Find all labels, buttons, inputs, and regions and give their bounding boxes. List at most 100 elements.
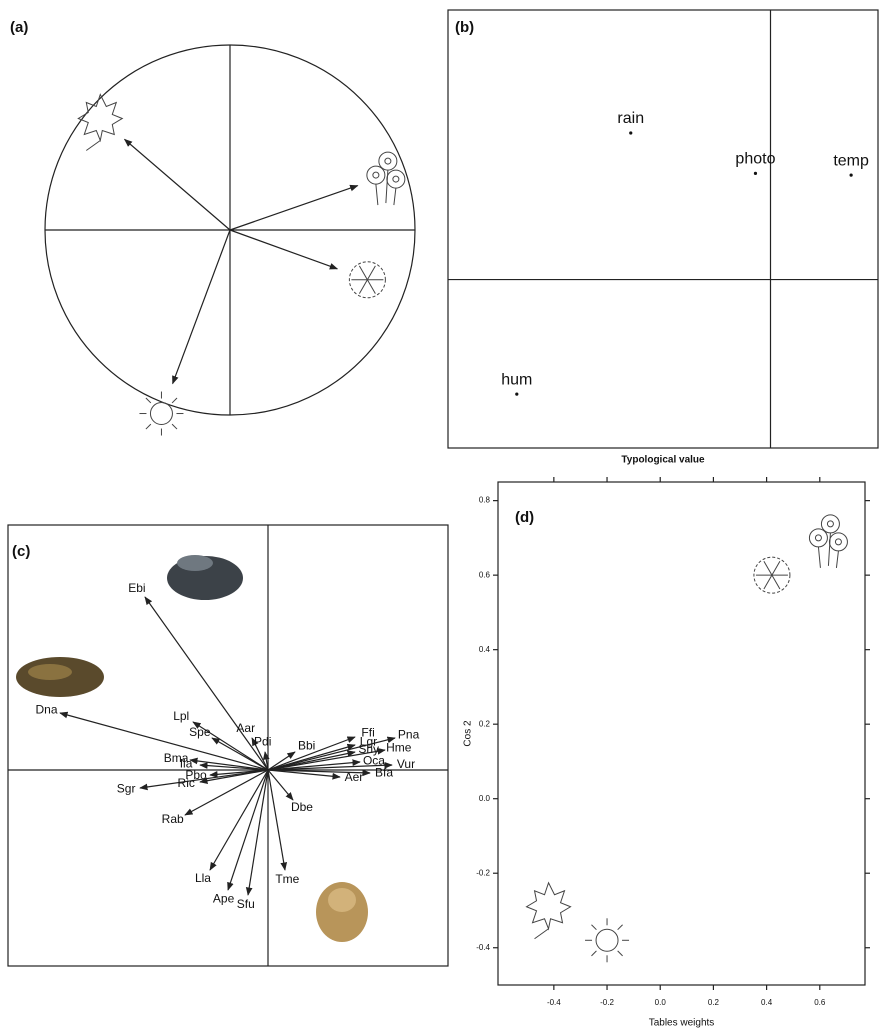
species-label: Sfu — [237, 897, 255, 911]
y-tick-label: 0.0 — [479, 794, 491, 803]
snow-icon — [763, 561, 773, 576]
flower-icon — [808, 528, 828, 548]
variable-icon — [77, 93, 124, 151]
sun-icon — [591, 924, 597, 931]
x-tick-label: 0.4 — [761, 998, 773, 1007]
loading-arrow — [267, 769, 341, 780]
flower-icon — [375, 170, 397, 206]
species-label: Bfa — [375, 765, 393, 779]
sun-icon — [617, 924, 623, 931]
species-label: Ffi — [361, 726, 374, 740]
leaf-icon — [77, 93, 124, 151]
x-axis-label: Tables weights — [649, 1018, 715, 1029]
loading-arrow — [267, 769, 371, 777]
sun-icon — [171, 423, 178, 430]
panel-label: (c) — [12, 543, 30, 560]
frog-photo — [328, 888, 356, 912]
loading-arrow — [251, 737, 269, 771]
frog-photo — [28, 664, 72, 680]
point-label: hum — [501, 371, 532, 388]
sun-icon — [617, 950, 623, 957]
y-axis-label: Cos 2 — [463, 720, 474, 747]
loading-arrow — [267, 761, 393, 771]
x-tick-label: -0.4 — [547, 998, 561, 1007]
species-label: Lpl — [173, 709, 189, 723]
flower-icon — [826, 520, 834, 528]
y-tick-label: 0.2 — [479, 719, 491, 728]
species-label: Hme — [386, 740, 412, 754]
loading-arrow — [211, 737, 269, 771]
panel-frame — [7, 524, 449, 967]
species-label: Ila — [180, 756, 193, 770]
species-label: Ebi — [128, 581, 145, 595]
loading-arrow — [209, 769, 269, 871]
point-label: rain — [617, 110, 644, 127]
sun-icon — [591, 950, 597, 957]
x-tick-label: -0.2 — [600, 998, 614, 1007]
snow-icon — [366, 265, 376, 280]
sun-icon — [149, 402, 173, 426]
loading-arrow — [184, 769, 269, 816]
species-label: Sgr — [117, 782, 136, 796]
loading-arrow — [227, 769, 269, 891]
species-label: Ape — [213, 892, 235, 906]
sun-icon — [145, 397, 152, 404]
flower-icon — [372, 171, 380, 179]
point-icon — [808, 514, 848, 568]
y-tick-label: 0.8 — [479, 496, 491, 505]
loading-arrow — [172, 229, 231, 385]
loading-arrow — [189, 757, 269, 771]
loading-arrow — [267, 747, 386, 771]
snow-icon — [771, 561, 781, 576]
species-label: Spe — [189, 725, 211, 739]
y-tick-label: -0.4 — [476, 943, 490, 952]
variable-icon — [366, 151, 406, 206]
loading-arrow — [192, 721, 269, 771]
point-icon — [585, 918, 630, 963]
sun-icon — [145, 423, 152, 430]
loading-arrow — [199, 769, 269, 784]
point — [849, 173, 853, 177]
x-tick-label: 0.2 — [708, 998, 720, 1007]
point-icon — [525, 881, 572, 940]
y-tick-label: -0.2 — [476, 868, 490, 877]
species-label: Pdi — [254, 734, 271, 748]
point-label: temp — [833, 152, 869, 169]
loading-arrow — [267, 759, 361, 771]
species-label: Lla — [195, 871, 211, 885]
snow-icon — [358, 279, 368, 294]
species-label: Lgr — [360, 734, 377, 748]
frog-photo — [177, 555, 213, 571]
species-label: Dbe — [291, 800, 313, 814]
panel-frame — [497, 481, 866, 986]
point-icon — [753, 556, 791, 594]
snow-icon — [753, 556, 791, 594]
loading-arrow — [245, 769, 269, 896]
species-label: Ric — [178, 776, 195, 790]
loading-arrow — [267, 769, 288, 871]
loading-arrow — [267, 751, 296, 771]
flower-icon — [384, 157, 392, 165]
flower-icon — [814, 534, 822, 542]
species-label: Aar — [236, 721, 255, 735]
loading-arrow — [144, 596, 269, 771]
x-axis-label: Typological value — [621, 455, 705, 466]
flower-icon — [828, 532, 848, 552]
loading-arrow — [199, 762, 269, 771]
loading-arrow — [229, 184, 359, 231]
species-label: Aer — [345, 770, 364, 784]
x-tick-label: 0.6 — [814, 998, 826, 1007]
variable-icon — [139, 391, 184, 436]
panel-label: (a) — [10, 19, 28, 36]
variable-icon — [348, 261, 386, 299]
loading-arrow — [229, 229, 339, 270]
leaf-icon — [525, 881, 572, 940]
species-label: Rab — [162, 812, 184, 826]
point-label: photo — [735, 151, 775, 168]
loading-arrow — [262, 751, 270, 771]
species-label: Shy — [358, 742, 379, 756]
flower-icon — [820, 514, 840, 534]
flower-icon — [817, 532, 839, 568]
snow-icon — [366, 279, 376, 294]
